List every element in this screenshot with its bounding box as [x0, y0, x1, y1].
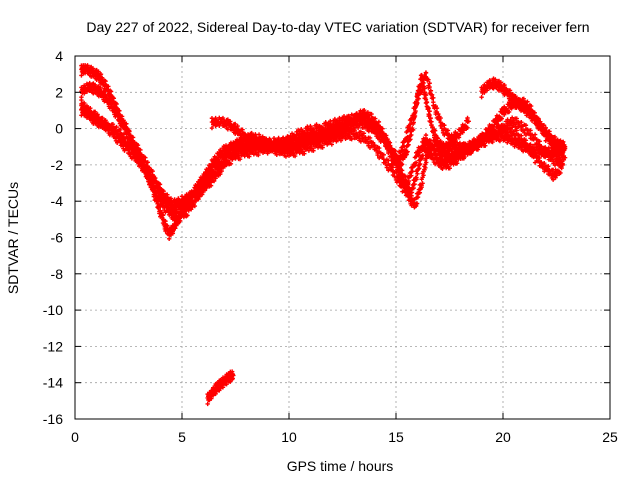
data-point	[223, 143, 229, 148]
data-point	[557, 156, 563, 162]
data-point	[157, 182, 163, 187]
data-point	[549, 155, 555, 160]
data-point	[511, 118, 516, 123]
data-point	[292, 153, 298, 159]
data-point	[302, 151, 307, 156]
data-point	[509, 115, 515, 120]
data-point	[352, 128, 357, 133]
data-point	[283, 154, 289, 159]
data-point	[514, 116, 519, 121]
data-point	[361, 131, 367, 136]
data-point	[114, 101, 119, 107]
data-point	[417, 150, 423, 155]
data-point	[426, 105, 431, 111]
data-point	[124, 127, 130, 132]
data-point	[127, 129, 132, 134]
data-point	[555, 154, 560, 159]
data-point	[513, 122, 518, 127]
data-point	[347, 134, 353, 139]
data-point	[372, 143, 377, 148]
data-points	[79, 62, 568, 407]
data-point	[172, 197, 177, 202]
data-point	[428, 116, 433, 121]
data-point	[358, 129, 364, 134]
data-point	[410, 169, 415, 174]
data-point	[117, 108, 122, 113]
data-point	[423, 132, 429, 138]
data-point	[410, 127, 416, 133]
data-point	[85, 63, 90, 68]
data-point	[166, 236, 172, 241]
data-point	[413, 160, 419, 165]
data-point	[135, 143, 141, 148]
data-point	[532, 132, 538, 137]
data-point	[490, 139, 495, 145]
data-point	[108, 89, 114, 94]
data-point	[143, 155, 148, 160]
data-point	[427, 109, 432, 114]
data-point	[329, 142, 334, 147]
data-point	[381, 152, 386, 158]
data-point	[429, 119, 434, 124]
data-point	[320, 145, 325, 150]
data-point	[291, 151, 296, 156]
data-point	[309, 146, 315, 151]
data-point	[311, 148, 316, 153]
data-point	[505, 140, 510, 145]
grid-lines	[75, 56, 610, 419]
data-point	[160, 213, 166, 218]
data-point	[537, 139, 542, 144]
data-point	[346, 132, 351, 137]
data-point	[542, 145, 547, 151]
data-point	[539, 144, 544, 149]
data-point	[546, 149, 552, 154]
data-point	[424, 100, 430, 105]
data-point	[405, 149, 410, 154]
data-point	[138, 147, 143, 153]
data-point	[300, 149, 305, 154]
data-point	[90, 66, 96, 71]
data-point	[87, 80, 92, 86]
data-point	[176, 196, 181, 201]
data-point	[423, 93, 429, 98]
data-point	[400, 189, 405, 194]
data-point	[432, 128, 438, 133]
data-point	[552, 162, 558, 168]
data-point	[130, 135, 136, 140]
data-point	[523, 123, 529, 128]
data-point	[519, 119, 524, 125]
data-point	[483, 143, 488, 148]
data-point	[123, 121, 128, 127]
data-point	[376, 145, 382, 151]
data-point	[427, 112, 432, 118]
data-point	[103, 78, 108, 84]
data-point	[111, 96, 117, 101]
data-point	[98, 85, 103, 91]
data-point	[409, 132, 414, 138]
data-point	[399, 162, 405, 167]
data-point	[132, 140, 137, 145]
data-point	[435, 136, 441, 141]
data-point	[370, 140, 376, 145]
data-point	[349, 137, 354, 142]
data-point	[367, 135, 373, 141]
data-point	[528, 128, 533, 133]
data-point	[318, 143, 324, 148]
data-point	[497, 138, 503, 144]
data-point	[106, 84, 111, 89]
data-point	[145, 160, 150, 165]
data-point	[438, 138, 443, 144]
data-point	[422, 86, 427, 91]
data-point	[423, 97, 429, 102]
data-point	[562, 155, 568, 160]
data-point	[139, 152, 144, 158]
data-point	[92, 82, 98, 88]
data-point	[163, 218, 168, 224]
data-point	[119, 114, 125, 119]
data-point	[165, 223, 170, 228]
data-point	[552, 153, 558, 158]
